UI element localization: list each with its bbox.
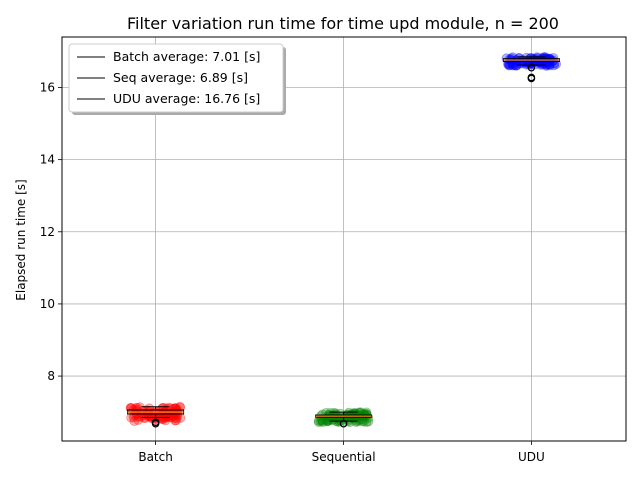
scatter-point (549, 60, 559, 71)
scatter-point (136, 408, 146, 418)
scatter-point (169, 410, 180, 421)
scatter-point (169, 408, 180, 419)
scatter-point (138, 405, 148, 416)
y-tick-label: 16 (40, 81, 55, 95)
y-tick-label: 14 (40, 153, 55, 167)
scatter-point (171, 413, 182, 424)
scatter-point (171, 415, 181, 426)
scatter-point (144, 403, 155, 414)
y-tick-label: 8 (47, 369, 55, 383)
scatter-point (126, 412, 137, 423)
outlier-point (339, 419, 348, 428)
scatter-point (169, 403, 180, 414)
scatter-point (129, 410, 140, 421)
scatter-point (170, 415, 181, 426)
scatter-point (172, 408, 183, 419)
scatter-point (504, 60, 515, 71)
scatter-point (169, 412, 180, 423)
scatter-point (157, 414, 168, 425)
y-axis-label: Elapsed run time [s] (14, 179, 28, 300)
legend-label: Batch average: 7.01 [s] (113, 49, 260, 64)
series-sequential (313, 407, 374, 428)
legend-label: Seq average: 6.89 [s] (113, 70, 248, 85)
scatter-point (160, 415, 171, 426)
scatter-point (129, 416, 140, 427)
series-udu (501, 52, 561, 83)
outlier-point (527, 63, 536, 72)
scatter-point (133, 415, 144, 425)
scatter-point (169, 403, 180, 414)
series-batch (125, 401, 186, 428)
scatter-point (164, 402, 175, 413)
outlier-point (151, 419, 160, 428)
legend-label: UDU average: 16.76 [s] (113, 91, 260, 106)
scatter-point (507, 59, 518, 69)
scatter-point (507, 60, 518, 71)
x-tick-label: UDU (518, 450, 545, 464)
scatter-point (313, 417, 324, 428)
x-tick-label: Sequential (312, 450, 376, 464)
chart-title: Filter variation run time for time upd m… (127, 14, 559, 33)
legend-box (68, 43, 284, 113)
y-tick-label: 10 (40, 297, 55, 311)
y-tick-label: 12 (40, 225, 55, 239)
scatter-point (172, 410, 183, 421)
scatter-point (174, 401, 185, 412)
x-tick-label: Batch (138, 450, 173, 464)
outlier-point (527, 74, 536, 83)
